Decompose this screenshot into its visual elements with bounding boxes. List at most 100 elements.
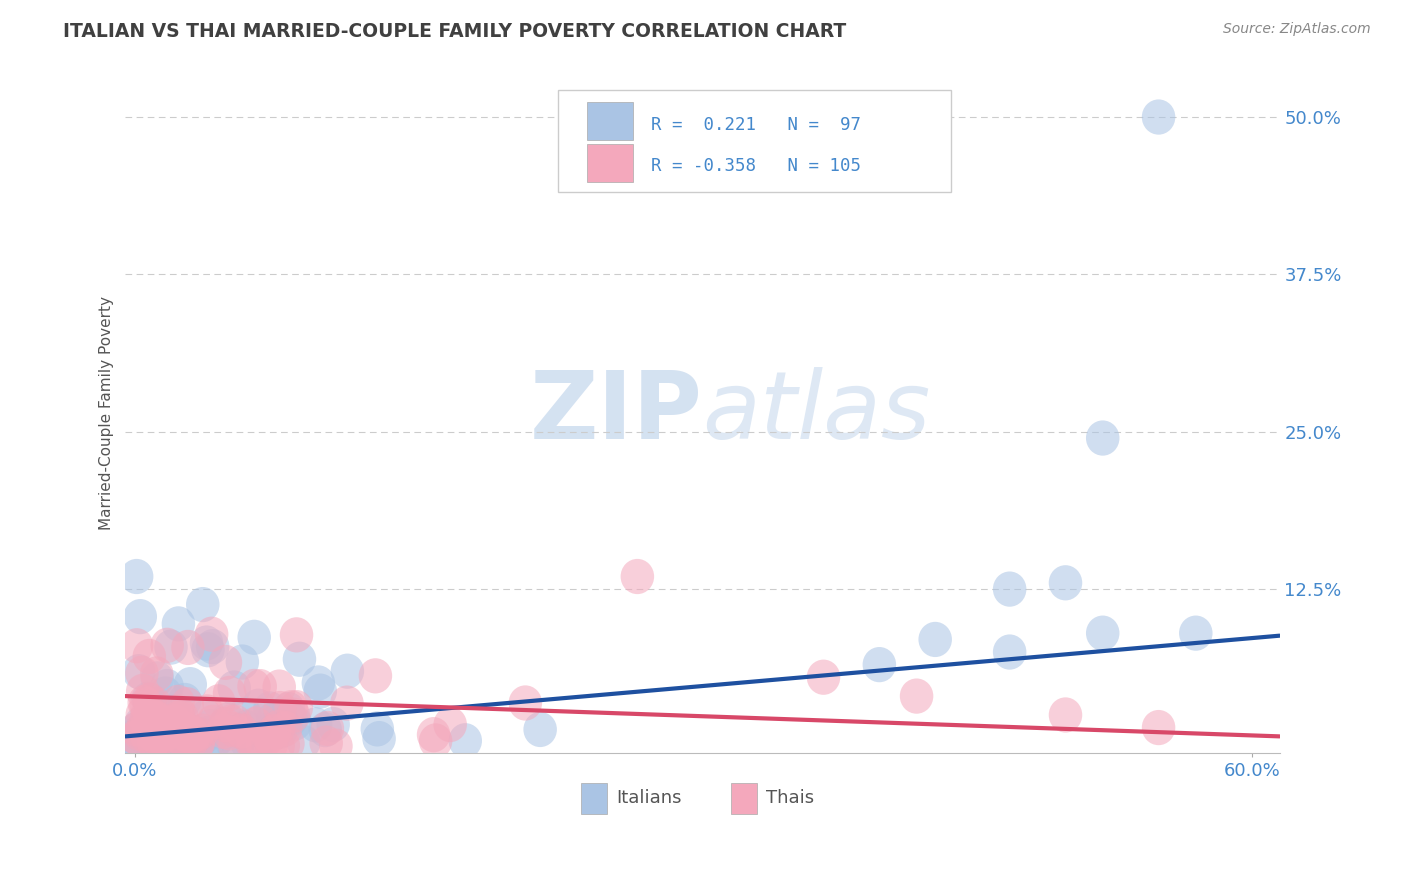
Ellipse shape xyxy=(238,620,271,655)
Ellipse shape xyxy=(228,697,262,732)
Ellipse shape xyxy=(181,725,215,761)
Ellipse shape xyxy=(167,723,201,759)
Ellipse shape xyxy=(160,694,194,729)
Ellipse shape xyxy=(169,683,201,718)
Ellipse shape xyxy=(212,676,246,711)
Ellipse shape xyxy=(245,704,277,739)
Ellipse shape xyxy=(280,617,314,652)
Ellipse shape xyxy=(280,690,314,725)
Ellipse shape xyxy=(262,728,295,764)
Ellipse shape xyxy=(143,720,177,756)
Text: ZIP: ZIP xyxy=(530,367,703,458)
Ellipse shape xyxy=(143,729,177,764)
Bar xyxy=(588,103,633,139)
Ellipse shape xyxy=(170,687,204,723)
Ellipse shape xyxy=(194,723,226,757)
Ellipse shape xyxy=(120,559,153,594)
Ellipse shape xyxy=(250,717,284,752)
Ellipse shape xyxy=(202,684,235,720)
Text: ITALIAN VS THAI MARRIED-COUPLE FAMILY POVERTY CORRELATION CHART: ITALIAN VS THAI MARRIED-COUPLE FAMILY PO… xyxy=(63,22,846,41)
Ellipse shape xyxy=(156,717,190,752)
Ellipse shape xyxy=(253,712,287,747)
Ellipse shape xyxy=(162,694,195,730)
Ellipse shape xyxy=(176,722,209,757)
Ellipse shape xyxy=(138,686,172,722)
Ellipse shape xyxy=(120,720,153,755)
Ellipse shape xyxy=(278,706,312,740)
Ellipse shape xyxy=(150,628,184,663)
Ellipse shape xyxy=(131,698,163,732)
Ellipse shape xyxy=(1085,420,1119,456)
Ellipse shape xyxy=(221,727,254,762)
Ellipse shape xyxy=(162,607,195,641)
Ellipse shape xyxy=(148,706,181,741)
Ellipse shape xyxy=(129,706,162,740)
Ellipse shape xyxy=(141,721,174,756)
Ellipse shape xyxy=(121,723,155,758)
Ellipse shape xyxy=(299,707,332,742)
Ellipse shape xyxy=(173,717,207,752)
Ellipse shape xyxy=(125,697,159,732)
Ellipse shape xyxy=(190,694,224,730)
Ellipse shape xyxy=(160,728,194,763)
Ellipse shape xyxy=(271,726,305,761)
Ellipse shape xyxy=(217,726,250,761)
Ellipse shape xyxy=(180,727,214,763)
Ellipse shape xyxy=(143,717,177,753)
Ellipse shape xyxy=(509,685,543,721)
Ellipse shape xyxy=(141,657,173,691)
Ellipse shape xyxy=(235,725,269,761)
Ellipse shape xyxy=(181,725,215,760)
Ellipse shape xyxy=(330,685,364,721)
Ellipse shape xyxy=(179,728,212,763)
Ellipse shape xyxy=(136,724,170,759)
Ellipse shape xyxy=(993,572,1026,607)
Ellipse shape xyxy=(143,707,177,743)
Ellipse shape xyxy=(277,698,311,733)
Ellipse shape xyxy=(262,710,295,745)
Ellipse shape xyxy=(131,681,165,717)
Ellipse shape xyxy=(319,729,353,764)
Ellipse shape xyxy=(302,665,335,700)
Ellipse shape xyxy=(159,717,193,753)
Ellipse shape xyxy=(153,711,187,746)
Ellipse shape xyxy=(125,656,159,691)
Ellipse shape xyxy=(129,687,163,723)
Ellipse shape xyxy=(900,679,934,714)
Ellipse shape xyxy=(121,727,155,762)
Ellipse shape xyxy=(246,726,278,761)
Ellipse shape xyxy=(269,711,302,747)
Ellipse shape xyxy=(160,713,194,748)
Ellipse shape xyxy=(309,725,343,761)
Ellipse shape xyxy=(134,682,166,718)
Ellipse shape xyxy=(225,714,259,748)
Ellipse shape xyxy=(142,694,176,729)
Ellipse shape xyxy=(863,647,896,682)
Ellipse shape xyxy=(257,714,291,749)
Ellipse shape xyxy=(993,634,1026,670)
Ellipse shape xyxy=(162,702,195,738)
Ellipse shape xyxy=(1142,99,1175,135)
Ellipse shape xyxy=(131,719,163,754)
Ellipse shape xyxy=(247,720,281,756)
Ellipse shape xyxy=(177,717,211,753)
Ellipse shape xyxy=(127,673,159,709)
Ellipse shape xyxy=(236,724,270,760)
Ellipse shape xyxy=(142,723,176,757)
Ellipse shape xyxy=(157,704,191,739)
Ellipse shape xyxy=(167,709,200,744)
Ellipse shape xyxy=(153,725,186,760)
Ellipse shape xyxy=(166,710,200,746)
Ellipse shape xyxy=(253,691,287,727)
Ellipse shape xyxy=(167,716,201,752)
Ellipse shape xyxy=(138,699,172,734)
Ellipse shape xyxy=(148,706,181,740)
Ellipse shape xyxy=(416,717,450,752)
Ellipse shape xyxy=(211,702,245,738)
Ellipse shape xyxy=(311,711,344,746)
Ellipse shape xyxy=(186,587,219,623)
Ellipse shape xyxy=(194,709,226,744)
Ellipse shape xyxy=(214,705,247,739)
Ellipse shape xyxy=(142,702,176,738)
Ellipse shape xyxy=(242,689,276,723)
